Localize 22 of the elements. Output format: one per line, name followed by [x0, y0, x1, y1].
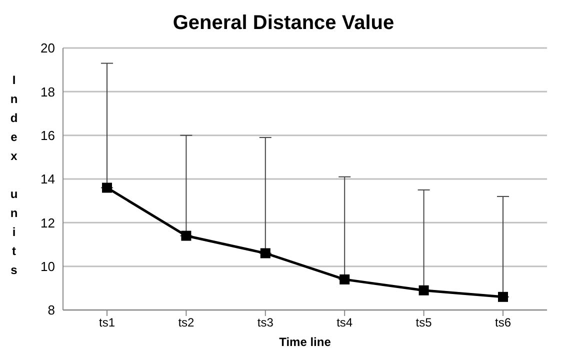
point	[102, 182, 112, 193]
chart-title: General Distance Value	[172, 11, 396, 36]
point	[340, 274, 350, 284]
y-tick-label: 10	[40, 258, 55, 274]
y-axis-title: Index units	[8, 70, 38, 340]
point	[260, 248, 270, 258]
y-tick-label: 20	[40, 40, 55, 56]
point	[498, 292, 508, 302]
x-tick-label: ts3	[257, 316, 274, 330]
y-tick-label: 16	[40, 128, 55, 143]
y-tick-label: 18	[40, 84, 55, 100]
x-tick-label: ts5	[416, 316, 432, 330]
y-tick-label: 12	[40, 215, 55, 230]
x-tick-label: ts2	[178, 316, 195, 330]
x-tick-label: ts4	[336, 316, 353, 330]
x-axis-title: Time line	[279, 335, 332, 349]
y-tick-label: 14	[40, 172, 55, 187]
y-tick-label: 8	[48, 302, 55, 318]
x-tick-label: ts1	[98, 316, 116, 330]
point	[181, 230, 192, 241]
x-tick-label: ts6	[494, 316, 512, 330]
point	[418, 285, 429, 296]
